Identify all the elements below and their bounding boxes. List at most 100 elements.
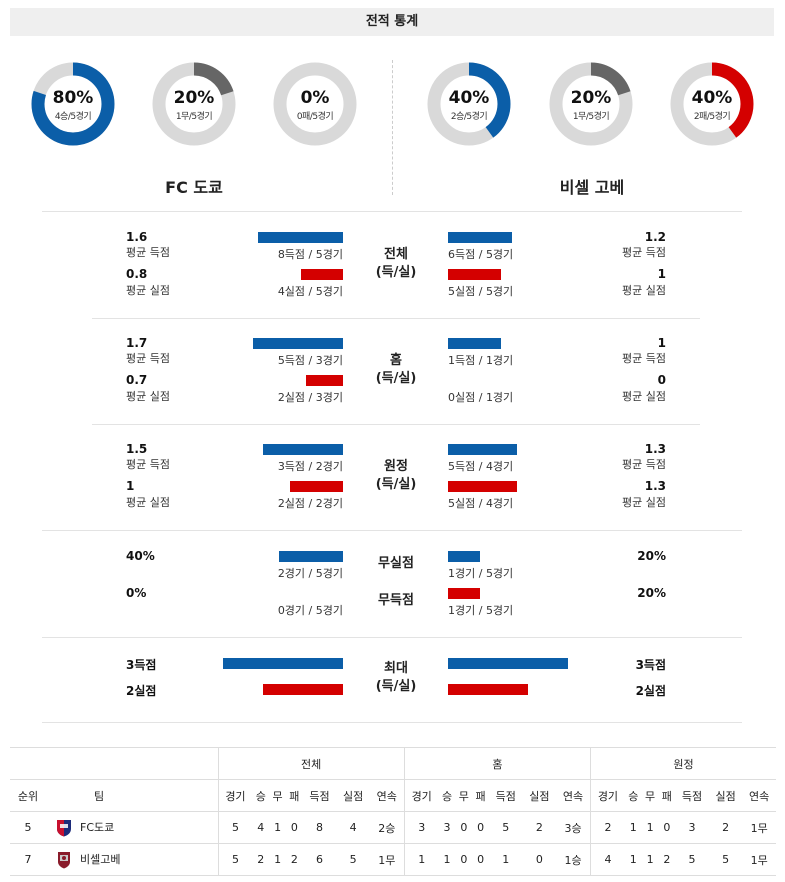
home-avg-conceded-label: 평균 실점 [126, 390, 170, 403]
away-avg-conceded-value: 0 [657, 373, 666, 387]
team-cell[interactable]: 비셀고베 [46, 843, 218, 876]
donut-caption: 4승/5경기 [54, 112, 92, 122]
away-avg-goals-label: 평균 득점 [622, 458, 666, 471]
donut-ring [273, 62, 357, 146]
donut-arc [670, 62, 754, 146]
away-stat-cell: 5 [708, 843, 743, 876]
donut-percent: 20% [570, 88, 612, 108]
win-rate-donut: 40% 2패/5경기 [670, 62, 754, 146]
column-header-home: 패 [472, 779, 489, 812]
divider [42, 211, 742, 212]
away-team-name: 비셀 고베 [559, 178, 625, 197]
away-bar [448, 658, 568, 669]
away-stat-cell: 2 [589, 811, 625, 844]
donut-arc [152, 62, 236, 146]
total-stat-cell: 4 [336, 811, 370, 844]
donut-arc [31, 62, 115, 146]
home-avg-goals-value: 1.6 [126, 230, 148, 244]
home-avg-conceded-value: 0.7 [126, 373, 148, 387]
donut-caption: 2승/5경기 [450, 112, 488, 122]
home-bar [279, 551, 343, 562]
home-bar [263, 444, 343, 455]
donut-percent: 40% [691, 88, 733, 108]
section-label-main: 무실점 [378, 556, 414, 571]
fc-tokyo-crest [57, 819, 71, 836]
section-label-main: 최대 [384, 661, 408, 676]
home-avg-conceded-label: 평균 실점 [126, 284, 170, 297]
divider [42, 530, 742, 531]
column-header-total: 무 [269, 779, 286, 812]
home-stat-cell: 5 [488, 811, 523, 844]
divider [42, 722, 742, 723]
home-clean-sheet-pct: 40% [126, 549, 155, 563]
donut-track [273, 62, 357, 146]
home-bar [306, 375, 343, 386]
donut-percent: 20% [173, 88, 215, 108]
home-bar [258, 232, 343, 243]
section-label: 무득점 [356, 592, 436, 610]
section-label: 최대 (득/실) [356, 660, 436, 696]
away-bar-caption: 0실점 / 1경기 [448, 391, 514, 404]
table-row[interactable]: 5 FC도쿄 5 4 1 0 8 4 2승 3 3 0 0 5 2 3승 2 1 1 0 3 2 1무 [10, 811, 776, 844]
away-stat-cell: 1무 [742, 843, 776, 876]
total-stat-cell: 0 [285, 811, 303, 844]
home-avg-goals-label: 평균 득점 [126, 246, 170, 259]
away-bar-caption: 1득점 / 1경기 [448, 354, 514, 367]
away-stat-cell: 1 [641, 843, 659, 876]
total-stat-cell: 2 [252, 843, 270, 876]
column-header-total: 패 [285, 779, 303, 812]
column-header-away: 득점 [675, 779, 709, 812]
team-name[interactable]: 비셀고베 [80, 852, 121, 866]
table-row[interactable]: 7 비셀고베 5 2 1 2 6 5 1무 1 1 0 0 1 0 1승 4 1 1 2 5 5 1무 [10, 843, 776, 876]
away-bar-caption: 1경기 / 5경기 [448, 604, 514, 617]
away-avg-conceded-label: 평균 실점 [622, 390, 666, 403]
home-team-name: FC 도쿄 [165, 178, 223, 197]
home-bar-caption: 8득점 / 5경기 [277, 248, 343, 261]
away-bar [448, 232, 512, 243]
away-bar [448, 481, 517, 492]
team-cell[interactable]: FC도쿄 [46, 811, 218, 844]
column-header-total: 득점 [302, 779, 337, 812]
away-stat-cell: 1 [641, 811, 659, 844]
section-label-main: 무득점 [378, 593, 414, 608]
away-bar-caption: 5실점 / 4경기 [448, 497, 514, 510]
away-stat-cell: 4 [589, 843, 625, 876]
donut-percent: 0% [300, 88, 330, 108]
away-clean-sheet-pct: 20% [637, 549, 666, 563]
total-stat-cell: 5 [336, 843, 370, 876]
column-header-away: 경기 [589, 779, 625, 812]
home-stat-cell: 0 [455, 811, 473, 844]
section-label: 원정 (득/실) [356, 458, 436, 494]
away-bar-caption: 6득점 / 5경기 [448, 248, 514, 261]
total-stat-cell: 4 [252, 811, 270, 844]
team-name[interactable]: FC도쿄 [80, 820, 115, 834]
away-avg-goals-label: 평균 득점 [622, 352, 666, 365]
column-header-total: 경기 [217, 779, 253, 812]
away-avg-goals-value: 1.3 [644, 442, 666, 456]
away-avg-goals-label: 평균 득점 [622, 246, 666, 259]
home-max-goals: 3득점 [126, 658, 157, 672]
home-avg-conceded-value: 1 [126, 479, 135, 493]
away-bar [448, 338, 501, 349]
section-label-sub: (득/실) [375, 265, 417, 280]
donut-percent: 40% [448, 88, 490, 108]
away-bar [448, 444, 517, 455]
donut-caption: 1무/5경기 [572, 112, 610, 122]
donut-ring [670, 62, 754, 146]
home-bar-caption: 2실점 / 2경기 [277, 497, 343, 510]
section-label-main: 원정 [384, 459, 408, 474]
group-header-away: 원정 [590, 747, 776, 780]
section-label: 무실점 [356, 555, 436, 573]
section-label: 전체 (득/실) [356, 246, 436, 282]
away-max-conceded: 2실점 [635, 684, 666, 698]
home-avg-conceded-label: 평균 실점 [126, 496, 170, 509]
total-stat-cell: 2승 [369, 811, 405, 844]
home-bar-caption: 3득점 / 2경기 [277, 460, 343, 473]
divider [92, 318, 700, 319]
donut-ring [152, 62, 236, 146]
home-stat-cell: 1 [403, 843, 439, 876]
home-bar [290, 481, 343, 492]
column-header-away: 연속 [742, 779, 776, 812]
column-header-away: 무 [641, 779, 659, 812]
away-stat-cell: 0 [658, 811, 676, 844]
